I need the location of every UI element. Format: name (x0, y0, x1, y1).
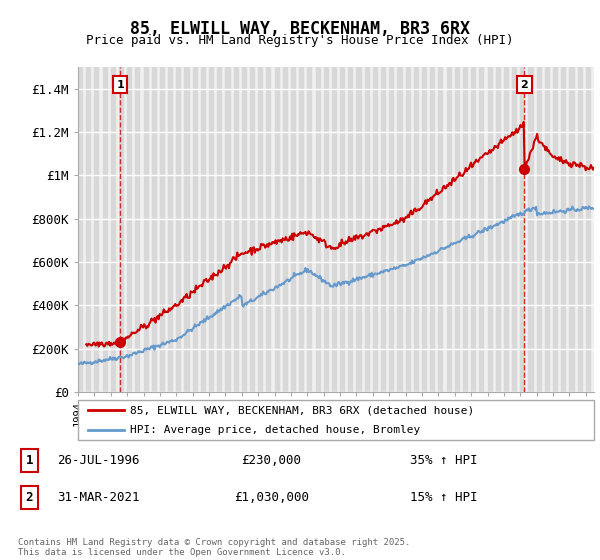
Bar (299, 67, 303, 392)
Bar (586, 67, 590, 392)
Bar (86, 67, 90, 392)
Bar (365, 67, 369, 392)
Bar (397, 67, 401, 392)
Bar (127, 67, 131, 392)
Bar (471, 67, 475, 392)
Bar (512, 67, 516, 392)
Bar (529, 67, 533, 392)
Bar (291, 67, 295, 392)
Bar (381, 67, 385, 392)
Bar (217, 67, 221, 392)
Text: £230,000: £230,000 (241, 454, 301, 467)
Bar (307, 67, 311, 392)
Text: 35% ↑ HPI: 35% ↑ HPI (410, 454, 478, 467)
Text: 31-MAR-2021: 31-MAR-2021 (57, 491, 140, 504)
Text: 85, ELWILL WAY, BECKENHAM, BR3 6RX (detached house): 85, ELWILL WAY, BECKENHAM, BR3 6RX (deta… (130, 405, 474, 415)
Bar (463, 67, 467, 392)
Bar (316, 67, 320, 392)
Bar (233, 67, 238, 392)
Bar (373, 67, 377, 392)
FancyBboxPatch shape (78, 400, 594, 440)
Bar (168, 67, 172, 392)
Text: £1,030,000: £1,030,000 (234, 491, 309, 504)
Bar (545, 67, 549, 392)
Bar (94, 67, 98, 392)
Bar (184, 67, 188, 392)
Bar (536, 67, 541, 392)
Bar (201, 67, 205, 392)
Bar (578, 67, 582, 392)
Bar (160, 67, 164, 392)
Text: 2: 2 (26, 491, 33, 504)
Bar (258, 67, 262, 392)
Bar (250, 67, 254, 392)
Bar (455, 67, 459, 392)
Bar (266, 67, 271, 392)
Bar (422, 67, 426, 392)
Bar (176, 67, 181, 392)
Bar (111, 67, 115, 392)
Bar (78, 67, 82, 392)
Bar (569, 67, 574, 392)
Bar (479, 67, 484, 392)
Bar (143, 67, 148, 392)
Text: 1: 1 (26, 454, 33, 467)
Bar (446, 67, 451, 392)
Bar (242, 67, 246, 392)
Bar (561, 67, 565, 392)
Bar (356, 67, 361, 392)
Text: Contains HM Land Registry data © Crown copyright and database right 2025.
This d: Contains HM Land Registry data © Crown c… (18, 538, 410, 557)
Bar (389, 67, 394, 392)
Bar (340, 67, 344, 392)
Bar (439, 67, 442, 392)
Bar (496, 67, 500, 392)
Bar (209, 67, 213, 392)
Bar (553, 67, 557, 392)
Text: Price paid vs. HM Land Registry's House Price Index (HPI): Price paid vs. HM Land Registry's House … (86, 34, 514, 46)
Bar (193, 67, 197, 392)
Bar (414, 67, 418, 392)
Bar (275, 67, 278, 392)
Bar (152, 67, 156, 392)
Bar (504, 67, 508, 392)
Bar (406, 67, 410, 392)
Bar (136, 67, 139, 392)
Bar (283, 67, 287, 392)
Bar (430, 67, 434, 392)
Bar (520, 67, 524, 392)
Text: 15% ↑ HPI: 15% ↑ HPI (410, 491, 478, 504)
Bar (226, 67, 230, 392)
Bar (488, 67, 491, 392)
Text: 26-JUL-1996: 26-JUL-1996 (57, 454, 140, 467)
Bar (348, 67, 352, 392)
Bar (332, 67, 336, 392)
Text: 2: 2 (521, 80, 528, 90)
Text: HPI: Average price, detached house, Bromley: HPI: Average price, detached house, Brom… (130, 425, 420, 435)
Text: 85, ELWILL WAY, BECKENHAM, BR3 6RX: 85, ELWILL WAY, BECKENHAM, BR3 6RX (130, 20, 470, 38)
Bar (324, 67, 328, 392)
Text: 1: 1 (116, 80, 124, 90)
Bar (103, 67, 107, 392)
Bar (119, 67, 123, 392)
